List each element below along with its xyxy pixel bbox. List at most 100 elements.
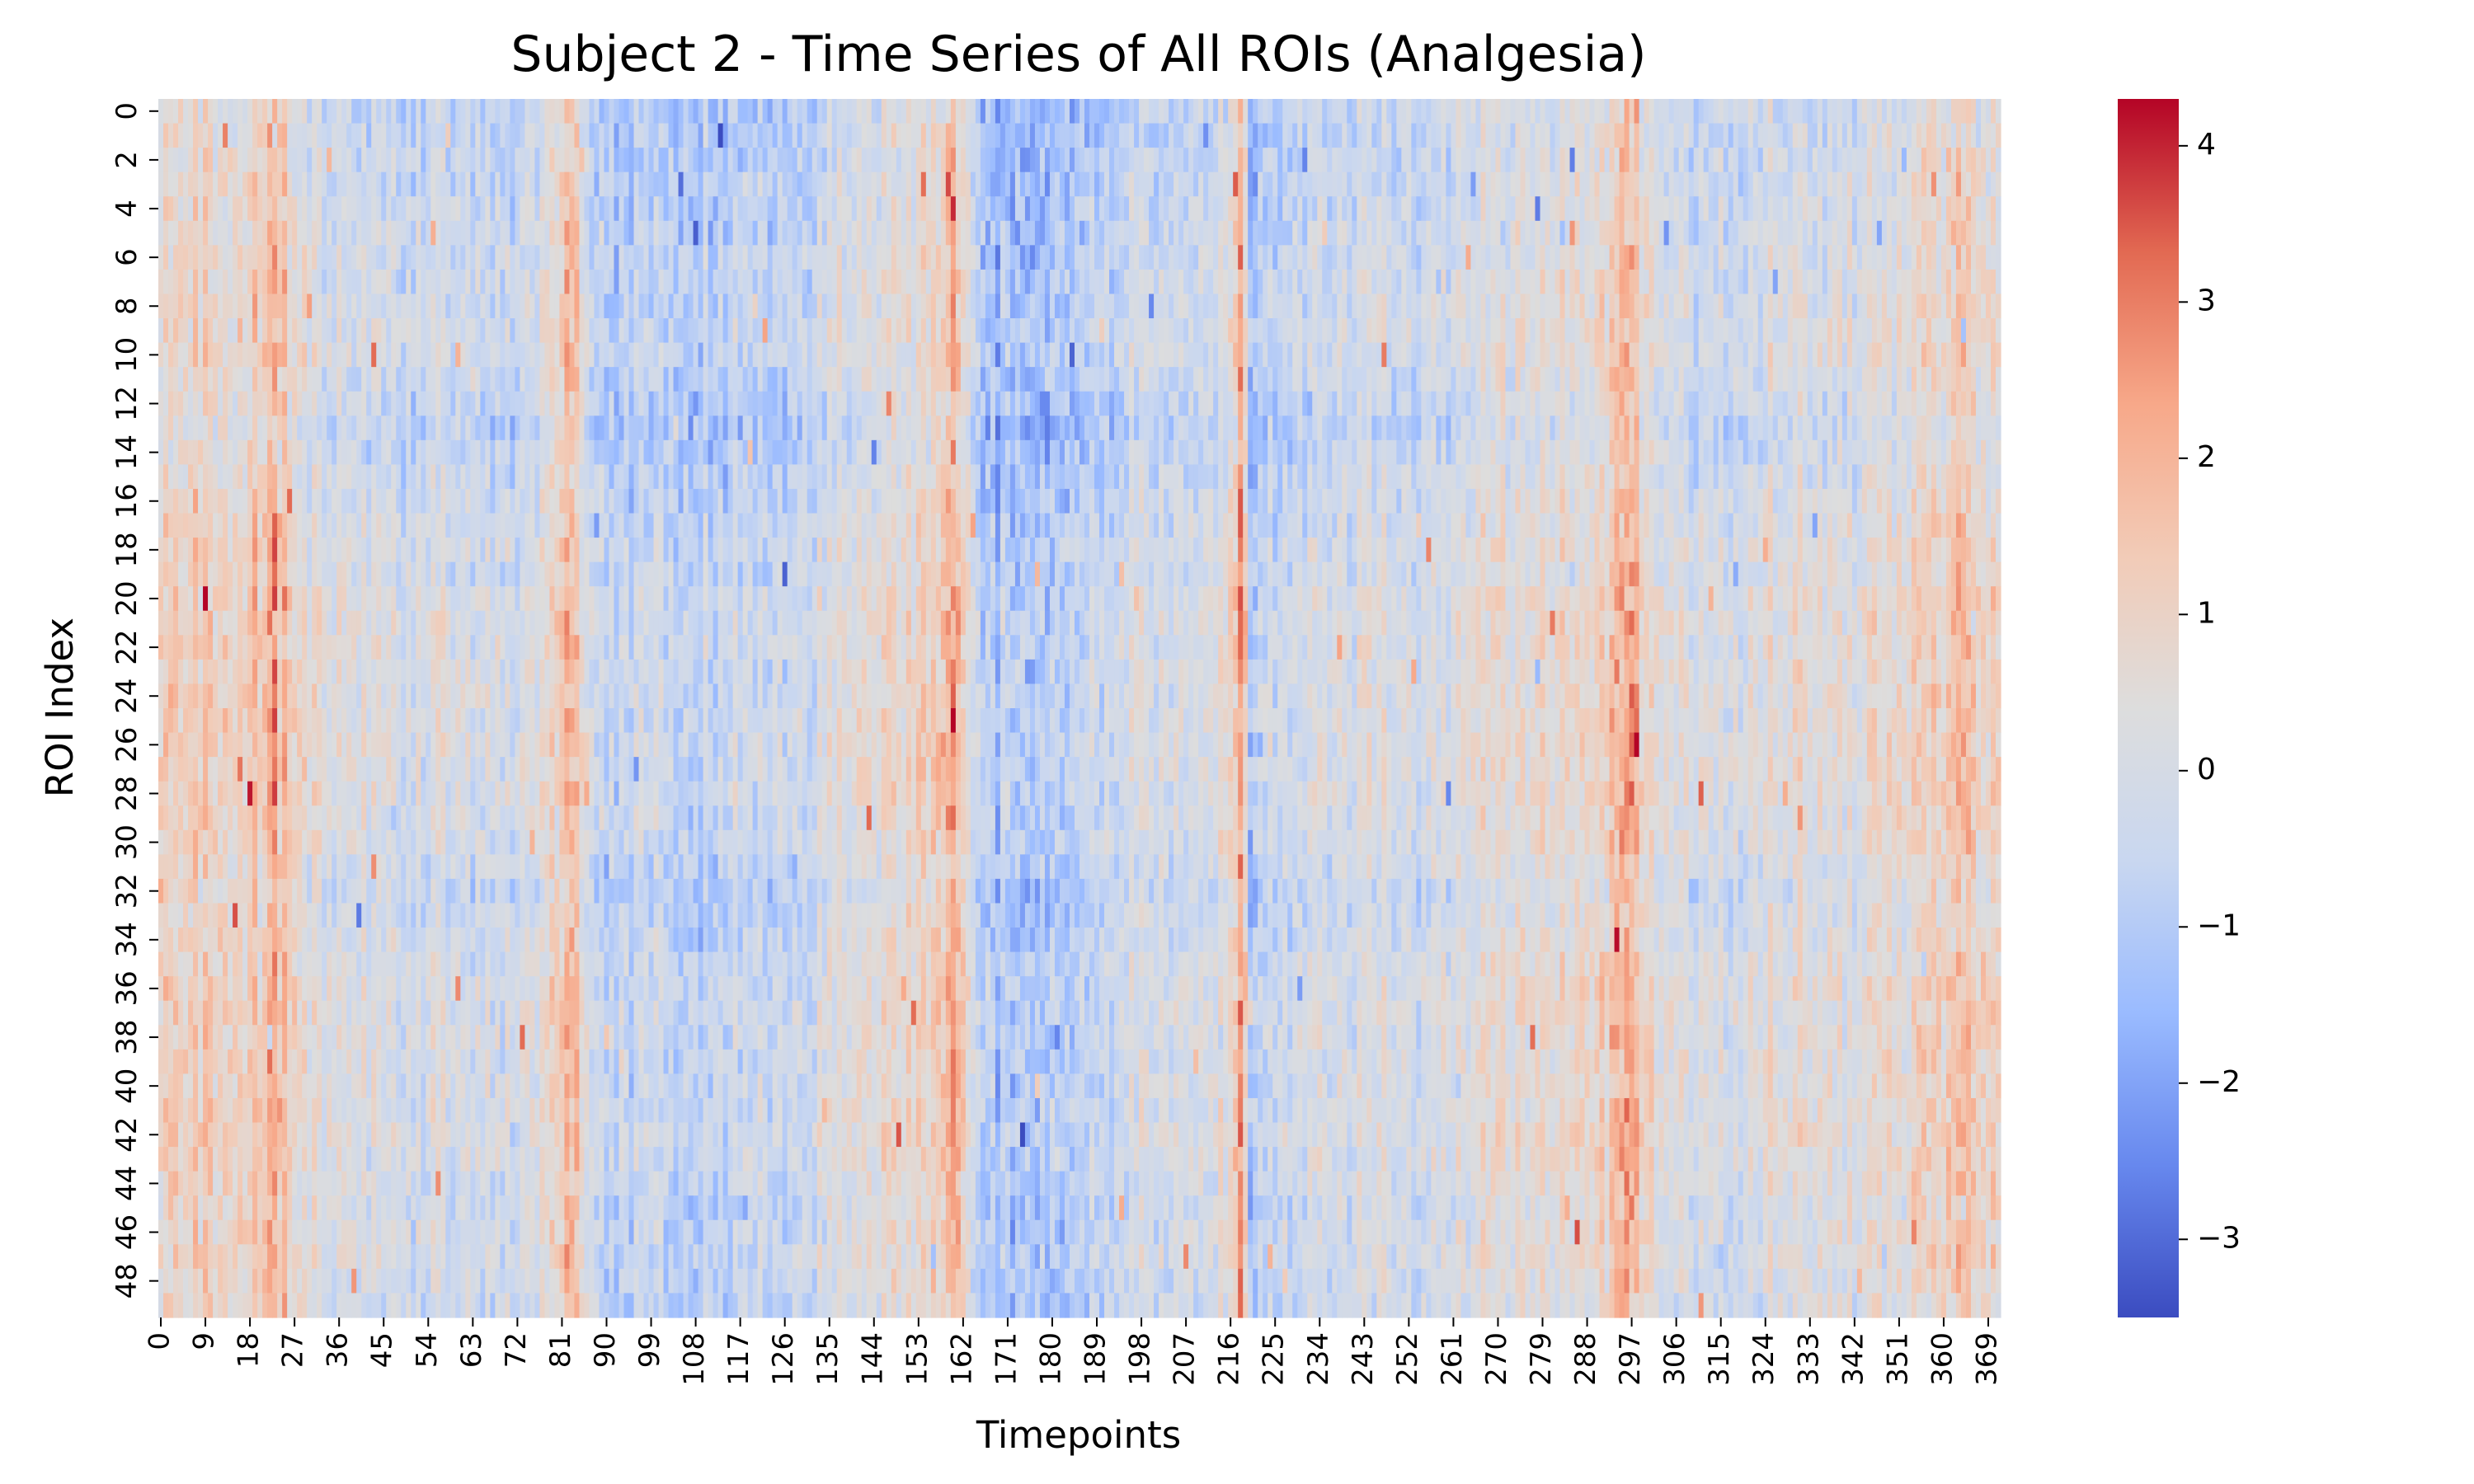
heatmap-cell — [1039, 342, 1046, 368]
heatmap-cell — [1357, 171, 1362, 197]
heatmap-cell — [554, 367, 561, 392]
heatmap-cell — [683, 367, 689, 392]
heatmap-cell — [1881, 148, 1888, 173]
heatmap-cell — [1629, 220, 1635, 246]
heatmap-cell — [1599, 245, 1606, 270]
heatmap-cell — [945, 342, 952, 368]
heatmap-cell — [915, 367, 922, 392]
heatmap-cell — [673, 171, 680, 197]
heatmap-cell — [1362, 148, 1367, 173]
heatmap-cell — [990, 123, 996, 148]
heatmap-cell — [995, 220, 1001, 246]
heatmap-cell — [1673, 148, 1680, 173]
heatmap-cell — [1550, 123, 1556, 148]
heatmap-cell — [1064, 318, 1070, 344]
heatmap-cell — [1159, 367, 1164, 392]
heatmap-cell — [158, 123, 164, 148]
heatmap-cell — [1782, 269, 1789, 295]
heatmap-cell — [757, 171, 764, 197]
heatmap-cell — [816, 245, 823, 270]
heatmap-cell — [1460, 99, 1467, 124]
heatmap-cell — [584, 269, 590, 295]
heatmap-cell — [1980, 342, 1987, 368]
heatmap-cell — [609, 196, 615, 222]
heatmap-cell — [742, 342, 749, 368]
heatmap-cell — [1446, 245, 1452, 270]
heatmap-cell — [218, 245, 223, 270]
heatmap-cell — [609, 245, 615, 270]
heatmap-cell — [876, 99, 882, 124]
heatmap-cell — [1757, 294, 1764, 319]
heatmap-cell — [455, 196, 461, 222]
heatmap-cell — [1688, 367, 1695, 392]
heatmap-cell — [1921, 245, 1927, 270]
heatmap-cell — [1703, 148, 1710, 173]
heatmap-cell — [524, 367, 531, 392]
heatmap-cell — [1594, 318, 1601, 344]
heatmap-cell — [1901, 148, 1907, 173]
heatmap-cell — [1263, 318, 1268, 344]
heatmap-cell — [272, 123, 278, 148]
heatmap-cell — [178, 123, 184, 148]
heatmap-cell — [633, 342, 640, 368]
heatmap-cell — [623, 318, 630, 344]
heatmap-cell — [673, 294, 680, 319]
heatmap-cell — [233, 294, 238, 319]
heatmap-cell — [777, 245, 783, 270]
heatmap-cell — [1871, 171, 1878, 197]
heatmap-cell — [1014, 220, 1021, 246]
heatmap-cell — [228, 269, 233, 295]
heatmap-cell — [1500, 148, 1507, 173]
heatmap-cell — [1663, 99, 1670, 124]
heatmap-cell — [1530, 342, 1536, 368]
heatmap-cell — [1960, 220, 1967, 246]
heatmap-cell — [317, 148, 322, 173]
heatmap-cell — [727, 220, 734, 246]
heatmap-cell — [1530, 196, 1536, 222]
heatmap-cell — [257, 123, 263, 148]
heatmap-cell — [1094, 294, 1100, 319]
heatmap-cell — [213, 148, 219, 173]
heatmap-cell — [1945, 342, 1952, 368]
heatmap-cell — [238, 391, 243, 416]
heatmap-cell — [1218, 391, 1224, 416]
heatmap-cell — [955, 220, 962, 246]
heatmap-cell — [1579, 245, 1586, 270]
heatmap-cell — [1149, 99, 1155, 124]
heatmap-cell — [435, 99, 441, 124]
heatmap-cell — [1644, 99, 1650, 124]
heatmap-cell — [510, 99, 515, 124]
heatmap-cell — [1540, 99, 1546, 124]
heatmap-cell — [1376, 318, 1382, 344]
heatmap-cell — [1683, 220, 1690, 246]
heatmap-cell — [1980, 318, 1987, 344]
heatmap-cell — [1663, 318, 1670, 344]
heatmap-cell — [515, 196, 520, 222]
heatmap-cell — [307, 171, 313, 197]
heatmap-cell — [292, 123, 298, 148]
heatmap-cell — [1723, 99, 1729, 124]
heatmap-cell — [1034, 318, 1041, 344]
heatmap-cell — [1624, 391, 1630, 416]
heatmap-cell — [1762, 123, 1769, 148]
heatmap-cell — [1861, 148, 1868, 173]
heatmap-cell — [925, 99, 932, 124]
heatmap-cell — [1747, 367, 1754, 392]
heatmap-cell — [282, 367, 288, 392]
heatmap-cell — [539, 367, 546, 392]
heatmap-cell — [574, 148, 581, 173]
heatmap-cell — [935, 367, 942, 392]
heatmap-cell — [465, 148, 471, 173]
heatmap-cell — [1238, 367, 1244, 392]
heatmap-cell — [1861, 294, 1868, 319]
heatmap-cell — [1767, 196, 1774, 222]
heatmap-cell — [1841, 342, 1848, 368]
heatmap-cell — [762, 342, 769, 368]
heatmap-cell — [307, 294, 313, 319]
heatmap-cell — [1614, 391, 1620, 416]
heatmap-cell — [1292, 220, 1298, 246]
heatmap-cell — [564, 416, 571, 441]
heatmap-cell — [1406, 342, 1412, 368]
heatmap-cell — [1619, 318, 1625, 344]
heatmap-cell — [1431, 220, 1437, 246]
